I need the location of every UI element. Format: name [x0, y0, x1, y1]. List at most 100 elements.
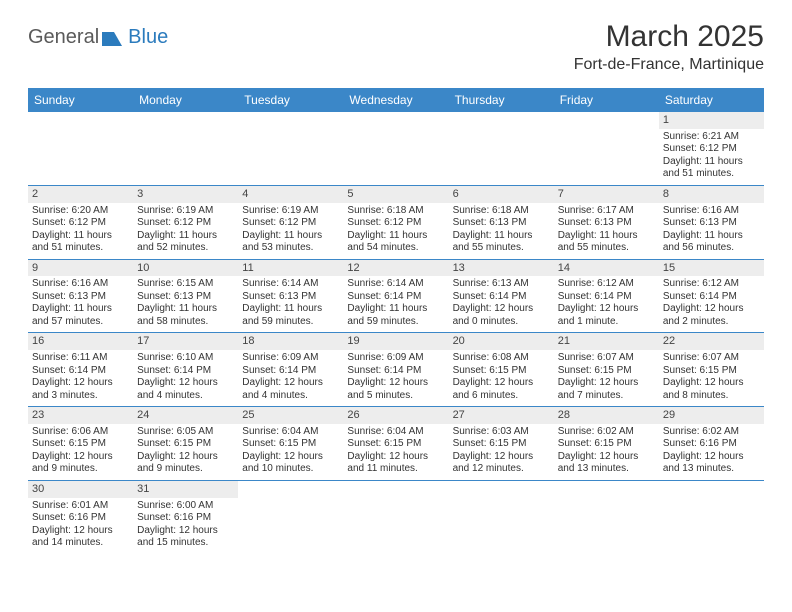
day-number-bar: 2: [28, 186, 133, 203]
sunset-text: Sunset: 6:14 PM: [347, 291, 444, 304]
sunset-text: Sunset: 6:15 PM: [558, 365, 655, 378]
sunset-text: Sunset: 6:16 PM: [663, 438, 760, 451]
day-cell: 9Sunrise: 6:16 AMSunset: 6:13 PMDaylight…: [28, 260, 133, 333]
sunset-text: Sunset: 6:16 PM: [137, 512, 234, 525]
daylight-text: Daylight: 11 hours and 59 minutes.: [242, 303, 339, 328]
week-row: 1Sunrise: 6:21 AMSunset: 6:12 PMDaylight…: [28, 112, 764, 186]
day-number-bar: 6: [449, 186, 554, 203]
day-number: 25: [242, 409, 254, 421]
week-row: 30Sunrise: 6:01 AMSunset: 6:16 PMDayligh…: [28, 481, 764, 554]
sunset-text: Sunset: 6:14 PM: [137, 365, 234, 378]
sunset-text: Sunset: 6:15 PM: [137, 438, 234, 451]
day-number: 22: [663, 335, 675, 347]
day-number-bar: 24: [133, 407, 238, 424]
day-number: 15: [663, 262, 675, 274]
sunset-text: Sunset: 6:14 PM: [453, 291, 550, 304]
sunset-text: Sunset: 6:15 PM: [32, 438, 129, 451]
day-cell: 3Sunrise: 6:19 AMSunset: 6:12 PMDaylight…: [133, 186, 238, 259]
sunrise-text: Sunrise: 6:19 AM: [242, 205, 339, 218]
sunrise-text: Sunrise: 6:12 AM: [663, 278, 760, 291]
day-number-bar: 10: [133, 260, 238, 277]
day-cell: 6Sunrise: 6:18 AMSunset: 6:13 PMDaylight…: [449, 186, 554, 259]
page-title: March 2025: [574, 20, 764, 54]
sunset-text: Sunset: 6:14 PM: [663, 291, 760, 304]
day-cell: [343, 481, 448, 554]
day-number-bar: 8: [659, 186, 764, 203]
daylight-text: Daylight: 11 hours and 56 minutes.: [663, 230, 760, 255]
daylight-text: Daylight: 11 hours and 55 minutes.: [558, 230, 655, 255]
day-cell: 11Sunrise: 6:14 AMSunset: 6:13 PMDayligh…: [238, 260, 343, 333]
sunset-text: Sunset: 6:14 PM: [242, 365, 339, 378]
day-number-bar: 26: [343, 407, 448, 424]
sunset-text: Sunset: 6:13 PM: [453, 217, 550, 230]
calendar: Sunday Monday Tuesday Wednesday Thursday…: [28, 88, 764, 554]
day-number: 13: [453, 262, 465, 274]
day-cell: 28Sunrise: 6:02 AMSunset: 6:15 PMDayligh…: [554, 407, 659, 480]
day-number: 20: [453, 335, 465, 347]
day-number: 24: [137, 409, 149, 421]
sunset-text: Sunset: 6:12 PM: [347, 217, 444, 230]
week-row: 2Sunrise: 6:20 AMSunset: 6:12 PMDaylight…: [28, 186, 764, 260]
daylight-text: Daylight: 12 hours and 11 minutes.: [347, 451, 444, 476]
daylight-text: Daylight: 12 hours and 3 minutes.: [32, 377, 129, 402]
day-number-bar: 29: [659, 407, 764, 424]
day-number-bar: 23: [28, 407, 133, 424]
day-cell: 20Sunrise: 6:08 AMSunset: 6:15 PMDayligh…: [449, 333, 554, 406]
sunset-text: Sunset: 6:13 PM: [663, 217, 760, 230]
header: General Blue March 2025 Fort-de-France, …: [0, 0, 792, 82]
day-cell: 29Sunrise: 6:02 AMSunset: 6:16 PMDayligh…: [659, 407, 764, 480]
logo-text-general: General: [28, 26, 99, 49]
daylight-text: Daylight: 12 hours and 12 minutes.: [453, 451, 550, 476]
sunrise-text: Sunrise: 6:17 AM: [558, 205, 655, 218]
day-number-bar: 13: [449, 260, 554, 277]
sunrise-text: Sunrise: 6:06 AM: [32, 426, 129, 439]
day-cell: 21Sunrise: 6:07 AMSunset: 6:15 PMDayligh…: [554, 333, 659, 406]
day-cell: 16Sunrise: 6:11 AMSunset: 6:14 PMDayligh…: [28, 333, 133, 406]
day-cell: [554, 112, 659, 185]
day-cell: [238, 112, 343, 185]
daylight-text: Daylight: 11 hours and 58 minutes.: [137, 303, 234, 328]
day-number: 12: [347, 262, 359, 274]
sunrise-text: Sunrise: 6:04 AM: [242, 426, 339, 439]
day-header-tuesday: Tuesday: [238, 88, 343, 112]
day-number: 27: [453, 409, 465, 421]
sunrise-text: Sunrise: 6:10 AM: [137, 352, 234, 365]
day-number: 14: [558, 262, 570, 274]
sunset-text: Sunset: 6:15 PM: [347, 438, 444, 451]
sunrise-text: Sunrise: 6:21 AM: [663, 131, 760, 144]
day-number: 5: [347, 188, 353, 200]
day-number-bar: 18: [238, 333, 343, 350]
day-number-bar: 16: [28, 333, 133, 350]
sunset-text: Sunset: 6:13 PM: [242, 291, 339, 304]
day-cell: 25Sunrise: 6:04 AMSunset: 6:15 PMDayligh…: [238, 407, 343, 480]
flag-icon: [102, 30, 126, 48]
daylight-text: Daylight: 12 hours and 4 minutes.: [242, 377, 339, 402]
daylight-text: Daylight: 11 hours and 53 minutes.: [242, 230, 339, 255]
sunset-text: Sunset: 6:15 PM: [663, 365, 760, 378]
sunset-text: Sunset: 6:14 PM: [347, 365, 444, 378]
sunset-text: Sunset: 6:15 PM: [558, 438, 655, 451]
sunrise-text: Sunrise: 6:01 AM: [32, 500, 129, 513]
sunrise-text: Sunrise: 6:12 AM: [558, 278, 655, 291]
sunrise-text: Sunrise: 6:19 AM: [137, 205, 234, 218]
sunset-text: Sunset: 6:12 PM: [663, 143, 760, 156]
day-header-thursday: Thursday: [449, 88, 554, 112]
sunset-text: Sunset: 6:13 PM: [558, 217, 655, 230]
day-headers-row: Sunday Monday Tuesday Wednesday Thursday…: [28, 88, 764, 112]
day-cell: 13Sunrise: 6:13 AMSunset: 6:14 PMDayligh…: [449, 260, 554, 333]
daylight-text: Daylight: 12 hours and 0 minutes.: [453, 303, 550, 328]
day-number: 6: [453, 188, 459, 200]
day-header-wednesday: Wednesday: [343, 88, 448, 112]
sunrise-text: Sunrise: 6:16 AM: [663, 205, 760, 218]
day-cell: [343, 112, 448, 185]
daylight-text: Daylight: 12 hours and 8 minutes.: [663, 377, 760, 402]
day-cell: [28, 112, 133, 185]
day-cell: 12Sunrise: 6:14 AMSunset: 6:14 PMDayligh…: [343, 260, 448, 333]
day-cell: 31Sunrise: 6:00 AMSunset: 6:16 PMDayligh…: [133, 481, 238, 554]
day-number: 21: [558, 335, 570, 347]
daylight-text: Daylight: 11 hours and 59 minutes.: [347, 303, 444, 328]
sunset-text: Sunset: 6:14 PM: [32, 365, 129, 378]
sunrise-text: Sunrise: 6:18 AM: [347, 205, 444, 218]
sunrise-text: Sunrise: 6:03 AM: [453, 426, 550, 439]
day-number: 9: [32, 262, 38, 274]
